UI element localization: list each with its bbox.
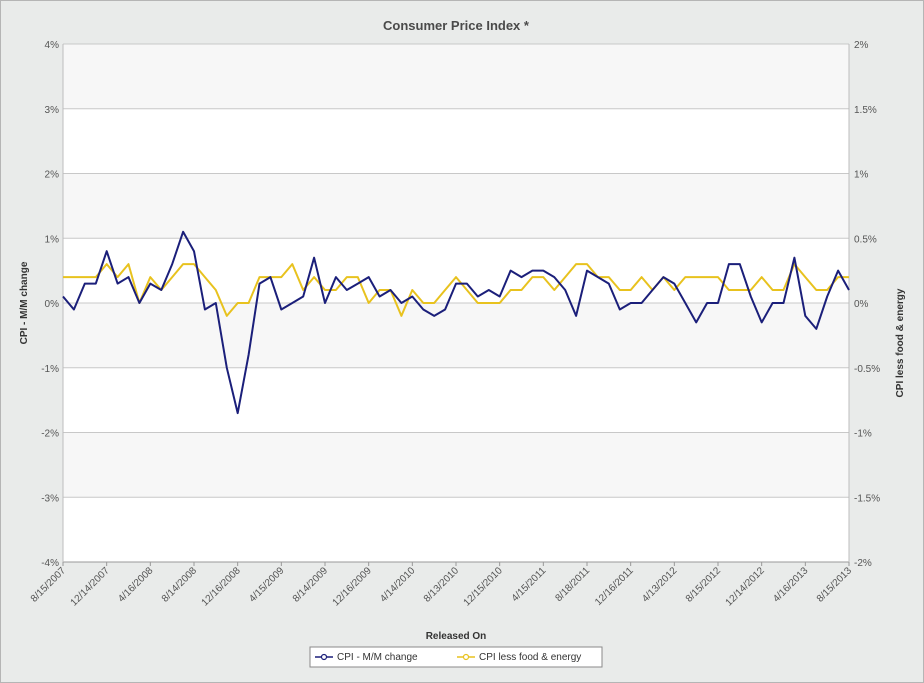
left-tick-label: -1% <box>41 364 59 375</box>
x-tick-label: 4/16/2013 <box>771 565 811 605</box>
plot-band <box>63 303 849 368</box>
right-tick-label: 0.5% <box>854 234 877 245</box>
right-tick-label: 0% <box>854 299 869 310</box>
x-tick-label: 8/15/2013 <box>815 565 855 605</box>
x-tick-label: 8/18/2011 <box>553 565 592 604</box>
x-tick-label: 8/13/2010 <box>422 565 462 605</box>
plot-band <box>63 108 849 174</box>
x-axis-ticks: 8/15/2007 12/14/2007 4/16/2008 8/14/2008 12/… <box>29 562 855 609</box>
series-line-cpi-core <box>63 263 849 317</box>
left-tick-label: -4% <box>41 558 59 569</box>
right-tick-label: -2% <box>854 558 872 569</box>
plot-band <box>63 367 849 433</box>
x-tick-label: 12/16/2008 <box>200 565 243 608</box>
right-tick-label: -1.5% <box>854 493 880 504</box>
x-tick-label: 8/14/2009 <box>291 565 331 605</box>
right-tick-label: 1% <box>854 170 869 181</box>
x-tick-label: 4/15/2009 <box>247 565 287 605</box>
left-tick-label: -2% <box>41 429 59 440</box>
plot-band <box>63 432 849 498</box>
x-tick-label: 12/15/2010 <box>462 565 505 608</box>
x-tick-label: 8/15/2007 <box>29 565 69 605</box>
plot-band <box>63 497 849 562</box>
legend-label-cpi-core: CPI less food & energy <box>479 652 581 663</box>
x-tick-label: 8/15/2012 <box>684 565 724 605</box>
right-tick-label: -0.5% <box>854 364 880 375</box>
series-line-cpi-mm <box>62 230 850 415</box>
left-tick-label: 1% <box>45 234 60 245</box>
right-tick-label: -1% <box>854 429 872 440</box>
x-tick-label: 12/14/2007 <box>69 565 112 608</box>
x-axis-title: Released On <box>426 631 487 642</box>
plot-band <box>63 173 849 239</box>
left-tick-label: 0% <box>45 299 60 310</box>
left-tick-label: -3% <box>41 493 59 504</box>
plot-band <box>63 238 849 303</box>
right-tick-label: 1.5% <box>854 105 877 116</box>
legend-label-cpi-mm: CPI - M/M change <box>337 652 418 663</box>
legend-marker-cpi-mm <box>320 653 328 661</box>
x-tick-label: 4/16/2008 <box>116 565 156 605</box>
chart-title: Consumer Price Index * <box>383 18 530 33</box>
legend-item-cpi-mm[interactable]: CPI - M/M change <box>315 652 418 663</box>
x-tick-label: 12/16/2009 <box>331 565 374 608</box>
plot-background <box>63 44 849 562</box>
legend-marker-cpi-core <box>462 653 470 661</box>
right-axis-title: CPI less food & energy <box>895 288 906 397</box>
plot-band <box>63 44 849 109</box>
legend: CPI - M/M change CPI less food & energy <box>309 646 603 668</box>
x-tick-label: 12/16/2011 <box>593 565 636 608</box>
left-axis-ticks: 4% 3% 2% 1% 0% -1% -2% -3% -4% <box>41 40 59 569</box>
legend-item-cpi-core[interactable]: CPI less food & energy <box>457 652 581 663</box>
x-tick-label: 12/14/2012 <box>724 565 767 608</box>
left-tick-label: 3% <box>45 105 60 116</box>
left-tick-label: 4% <box>45 40 60 51</box>
x-tick-label: 4/15/2011 <box>510 565 549 604</box>
x-tick-label: 4/13/2012 <box>640 565 680 605</box>
right-axis-ticks: 2% 1.5% 1% 0.5% 0% -0.5% -1% -1.5% -2% <box>854 40 880 569</box>
right-tick-label: 2% <box>854 40 869 51</box>
series-lines <box>62 230 850 415</box>
left-tick-label: 2% <box>45 170 60 181</box>
left-axis-title: CPI - M/M change <box>19 261 30 344</box>
legend-box <box>309 646 603 668</box>
x-tick-label: 8/14/2008 <box>160 565 200 605</box>
x-tick-label: 4/14/2010 <box>378 565 418 605</box>
